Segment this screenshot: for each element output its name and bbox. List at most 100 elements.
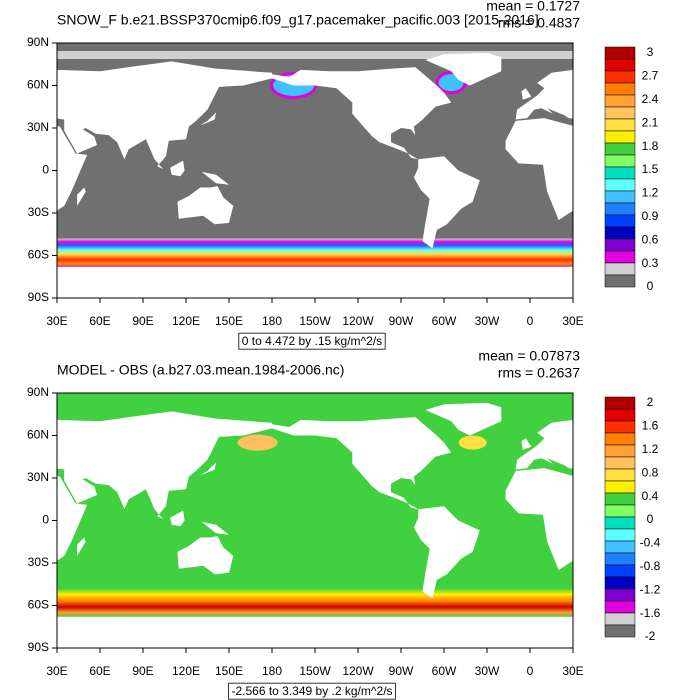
landmass: [693, 536, 700, 574]
southern-band: [57, 588, 573, 617]
landmass: [170, 510, 185, 527]
colorbar-label: -1.6: [640, 606, 661, 620]
landmass: [77, 537, 86, 556]
colorbar-box: [604, 202, 636, 216]
lat-label: 30S: [28, 555, 49, 569]
colorbar-box: [604, 516, 636, 530]
colorbar-box: [604, 190, 636, 204]
lon-label: 60E: [89, 664, 110, 678]
colorbar-label: -2: [645, 629, 656, 643]
mean-label: mean = 0.07873: [478, 348, 580, 364]
landmass: [201, 521, 229, 535]
colorbar-box: [604, 504, 636, 518]
mean-label: mean = 0.1727: [486, 0, 580, 14]
landmass: [170, 160, 185, 177]
colorbar-box: [604, 106, 636, 120]
lon-label: 30E: [46, 664, 67, 678]
colorbar-label: 0.8: [642, 465, 659, 479]
lon-label: 0: [527, 664, 534, 678]
lon-label: 30W: [475, 314, 500, 328]
lon-label: 150W: [299, 664, 331, 678]
rms-label: rms = 0.2637: [498, 365, 580, 381]
colorbar-box: [604, 94, 636, 108]
colorbar-box: [604, 82, 636, 96]
colorbar-box: [604, 588, 636, 602]
landmass: [57, 475, 88, 561]
colorbar-box: [604, 540, 636, 554]
colorbar-box: [604, 432, 636, 446]
colorbar-box: [604, 142, 636, 156]
landmass: [200, 462, 217, 476]
lon-label: 90E: [132, 314, 153, 328]
colorbar-label: 3: [647, 45, 654, 59]
colorbar-box: [604, 552, 636, 566]
colorbar-label: 1.8: [642, 139, 659, 153]
landmass: [521, 88, 532, 100]
colorbar-box: [604, 408, 636, 422]
landmass: [425, 52, 502, 86]
land: [57, 411, 272, 648]
landmass: [515, 69, 573, 120]
lon-label: 120W: [342, 314, 374, 328]
colorbar-label: 2: [647, 395, 654, 409]
lon-label: 0: [527, 314, 534, 328]
colorbar-label: 0: [647, 279, 654, 293]
lon-label: 90W: [389, 664, 414, 678]
lon-label: 90E: [132, 664, 153, 678]
colorbar-box: [604, 274, 636, 288]
landmass: [200, 112, 217, 126]
landmass: [272, 417, 452, 510]
arctic-ice: [57, 51, 573, 59]
lat-label: 90S: [28, 290, 49, 304]
range-note-box: [238, 332, 386, 350]
colorbar-box: [604, 612, 636, 626]
colorbar-box: [604, 58, 636, 72]
landmass: [505, 118, 573, 221]
lat-label: 60S: [28, 248, 49, 262]
range-note: 0 to 4.472 by .15 kg/m^2/s: [242, 334, 382, 348]
colorbar-box: [604, 166, 636, 180]
colorbar-box: [604, 250, 636, 264]
landmass: [177, 536, 234, 575]
colorbar-box: [604, 214, 636, 228]
lat-label: 30S: [28, 205, 49, 219]
lat-label: 60N: [27, 78, 49, 92]
colorbar-box: [604, 564, 636, 578]
landmass: [425, 402, 502, 436]
anomaly-patch: [458, 435, 487, 450]
anomaly-patch: [237, 434, 278, 451]
map: [57, 393, 700, 648]
colorbar-label: 0.6: [642, 232, 659, 246]
colorbar-box: [604, 262, 636, 276]
colorbar-label: 1.6: [642, 419, 659, 433]
lon-label: 30E: [562, 314, 583, 328]
map: [57, 43, 700, 298]
landmass: [77, 187, 86, 206]
colorbar-box: [604, 420, 636, 434]
range-note-box: [228, 682, 396, 700]
landmass: [686, 161, 700, 177]
landmass: [693, 186, 700, 224]
colorbar-box: [604, 576, 636, 590]
colorbar-box: [604, 480, 636, 494]
colorbar-label: 0: [647, 512, 654, 526]
lon-label: 180: [262, 664, 282, 678]
colorbar-box: [604, 226, 636, 240]
colorbar-box: [604, 178, 636, 192]
lat-label: 0: [42, 513, 49, 527]
landmass: [686, 511, 700, 527]
lon-label: 60W: [432, 664, 457, 678]
panel-title: SNOW_F b.e21.BSSP370cmip6.f09_g17.pacema…: [57, 12, 539, 28]
colorbar-box: [604, 444, 636, 458]
colorbar-label: 0.3: [642, 256, 659, 270]
lon-label: 90W: [389, 314, 414, 328]
colorbar-label: -0.4: [640, 536, 661, 550]
lon-label: 150E: [215, 314, 243, 328]
landmass: [593, 188, 602, 206]
land: [57, 61, 272, 298]
range-note: -2.566 to 3.349 by .2 kg/m^2/s: [231, 684, 392, 698]
colorbar-label: 1.2: [642, 442, 659, 456]
landmass: [272, 616, 573, 648]
colorbar-box: [604, 456, 636, 470]
